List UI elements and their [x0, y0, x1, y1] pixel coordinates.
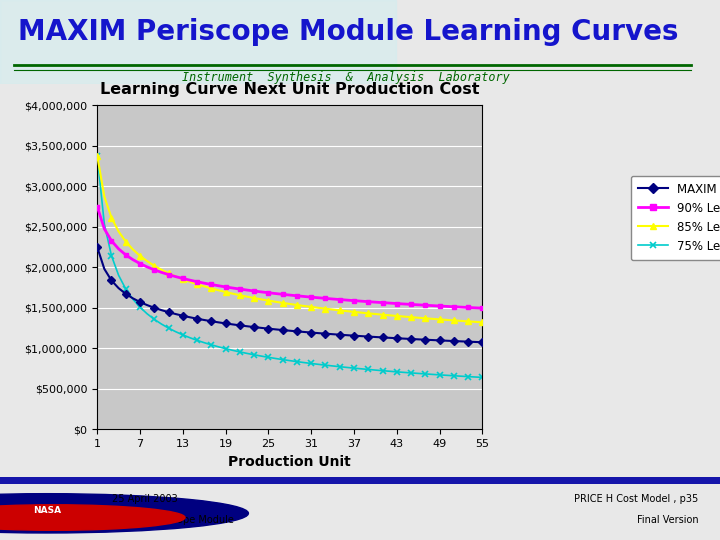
Title: Learning Curve Next Unit Production Cost: Learning Curve Next Unit Production Cost [100, 82, 480, 97]
X-axis label: Production Unit: Production Unit [228, 455, 351, 469]
85% Learning Curve [314, 305, 323, 311]
85% Learning Curve [336, 307, 344, 314]
75% Learning Curve [392, 369, 401, 375]
Text: 25 April 2003: 25 April 2003 [112, 494, 177, 504]
90% Learning Curve [93, 204, 102, 210]
75% Learning Curve [485, 375, 494, 381]
Line: 90% Learning Curve: 90% Learning Curve [95, 204, 492, 311]
90% Learning Curve [392, 300, 401, 307]
Line: MAXIM PRICE H: MAXIM PRICE H [94, 244, 492, 346]
85% Learning Curve [100, 193, 109, 200]
85% Learning Curve [392, 313, 401, 319]
75% Learning Curve [235, 349, 244, 355]
Text: NASA: NASA [32, 506, 61, 515]
Bar [0, 477, 720, 484]
75% Learning Curve [93, 152, 102, 159]
MAXIM PRICE H [392, 335, 401, 341]
90% Learning Curve [100, 226, 109, 232]
MAXIM PRICE H [336, 332, 344, 338]
85% Learning Curve [235, 292, 244, 299]
Line: 85% Learning Curve: 85% Learning Curve [94, 153, 492, 326]
90% Learning Curve [235, 286, 244, 292]
90% Learning Curve [350, 298, 359, 304]
75% Learning Curve [336, 363, 344, 370]
Text: Final Version: Final Version [636, 515, 698, 525]
75% Learning Curve [100, 221, 109, 227]
Line: 75% Learning Curve: 75% Learning Curve [94, 153, 492, 381]
Text: PRICE H Cost Model , p35: PRICE H Cost Model , p35 [574, 494, 698, 504]
Text: MAXIM Periscope Module: MAXIM Periscope Module [112, 515, 233, 525]
Circle shape [0, 494, 248, 533]
85% Learning Curve [485, 320, 494, 326]
90% Learning Curve [314, 294, 323, 301]
MAXIM PRICE H [93, 244, 102, 251]
75% Learning Curve [314, 361, 323, 368]
MAXIM PRICE H [350, 333, 359, 339]
Text: MAXIM Periscope Module Learning Curves: MAXIM Periscope Module Learning Curves [18, 18, 678, 46]
MAXIM PRICE H [314, 330, 323, 336]
90% Learning Curve [336, 296, 344, 303]
Legend: MAXIM PRICE H, 90% Learning Curve, 85% Learning Curve, 75% Learning Curve: MAXIM PRICE H, 90% Learning Curve, 85% L… [631, 176, 720, 260]
Circle shape [0, 505, 185, 530]
Text: Instrument  Synthesis  &  Analysis  Laboratory: Instrument Synthesis & Analysis Laborato… [181, 71, 510, 84]
MAXIM PRICE H [485, 339, 494, 346]
Bar [0, 0, 396, 84]
75% Learning Curve [350, 365, 359, 372]
MAXIM PRICE H [235, 322, 244, 329]
85% Learning Curve [93, 152, 102, 159]
85% Learning Curve [350, 309, 359, 315]
MAXIM PRICE H [100, 266, 109, 272]
90% Learning Curve [485, 305, 494, 312]
